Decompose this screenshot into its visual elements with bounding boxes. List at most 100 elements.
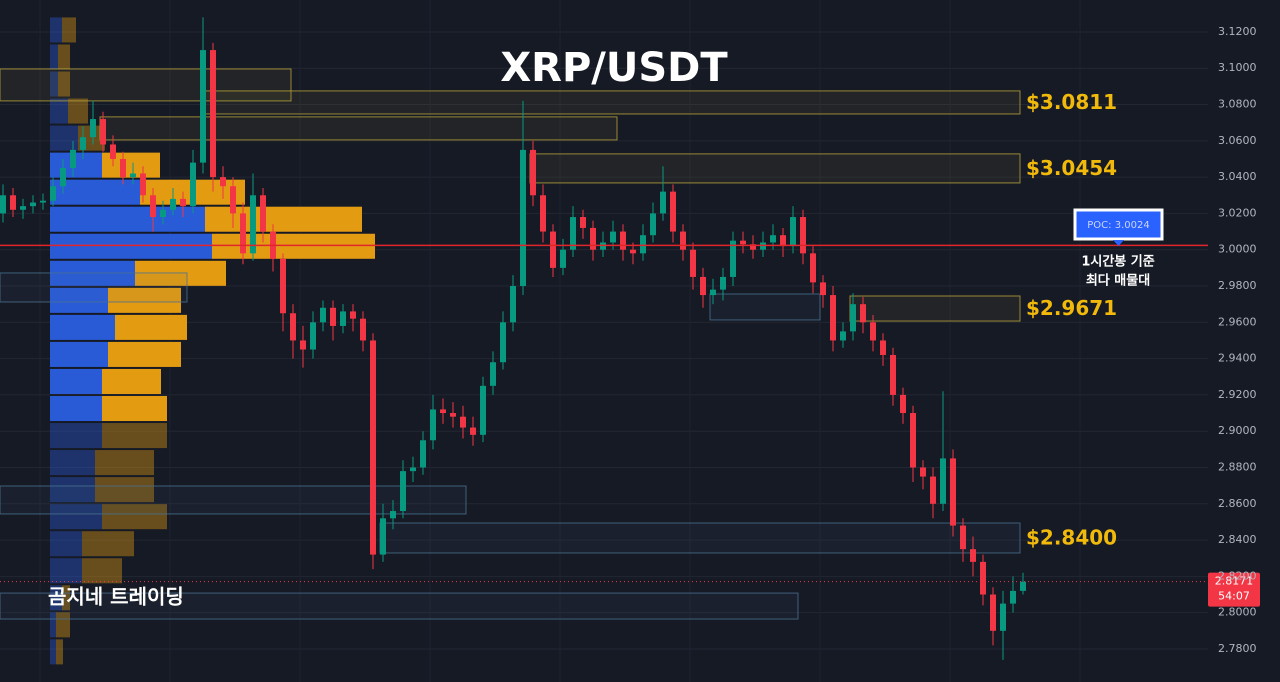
candle-body [400,471,406,512]
candle-body [700,276,706,296]
candle-body [290,313,296,341]
profile-buy-bar [50,504,102,530]
candle-body [60,168,66,187]
candle-body [730,240,736,277]
candle-body [580,217,586,228]
candle-body [910,413,916,468]
profile-sell-bar [95,450,154,476]
zone [379,522,1021,554]
candle-body [560,249,566,268]
candle-body [40,200,46,203]
y-tick-label: 3.0000 [1218,243,1257,256]
profile-sell-bar [102,395,167,422]
candle-body [180,198,186,207]
profile-sell-bar [58,71,70,97]
candle-body [460,416,466,428]
candle-body [140,173,146,196]
candle-body [900,394,906,414]
zone [849,295,1021,322]
candle-body [630,249,636,254]
y-tick-label: 3.0200 [1218,206,1257,219]
zone [99,116,618,141]
zone [204,90,1021,115]
candle-body [120,158,126,178]
candle-body [210,50,216,178]
candle-body [750,244,756,250]
candle-body [790,217,796,247]
profile-buy-bar [50,531,82,557]
profile-sell-bar [212,233,375,259]
profile-buy-bar [50,423,102,449]
profile-buy-bar [50,314,115,340]
y-tick-label: 2.9400 [1218,352,1257,365]
candle-body [1000,603,1006,631]
candle-body [100,119,106,145]
candle-body [190,162,196,207]
candle-body [550,231,556,268]
candle-body [1020,581,1026,591]
candle-body [230,186,236,214]
candle-body [800,217,806,254]
candle-body [330,307,336,326]
candle-body [1010,590,1016,604]
profile-buy-bar [50,639,56,665]
candle-body [830,295,836,341]
profile-sell-bar [115,314,187,340]
candle-body [170,198,176,210]
candle-body [80,137,86,150]
candle-body [320,307,326,323]
candle-body [0,195,6,214]
profile-sell-bar [58,44,70,70]
y-tick-label: 3.1000 [1218,61,1257,74]
watermark: 곰지네 트레이딩 [48,585,184,609]
candle-body [520,149,526,287]
candle-body [30,202,36,207]
profile-buy-bar [50,17,62,43]
candle-body [10,195,16,210]
profile-sell-bar [108,341,181,367]
profile-buy-bar [50,477,95,503]
profile-buy-bar [50,44,58,70]
candle-body [710,289,716,296]
candle-body [450,413,456,417]
y-tick-label: 2.9000 [1218,424,1257,437]
candle-body [810,253,816,283]
candle-body [570,217,576,250]
candle-body [240,213,246,254]
candle-body [440,409,446,414]
profile-buy-bar [50,287,108,313]
zone-label: $2.8400 [1026,525,1117,549]
candle-body [160,209,166,218]
zone-label: $3.0454 [1026,156,1117,180]
candle-body [770,235,776,243]
y-tick-label: 2.8400 [1218,533,1257,546]
profile-sell-bar [102,423,167,449]
poc-pointer [1113,240,1124,246]
candle-body [220,177,226,187]
candle-body [380,518,386,555]
candle-body [70,149,76,169]
last-price-tag [1208,572,1260,607]
candle-body [250,195,256,254]
candle-body [650,213,656,236]
countdown: 54:07 [1218,590,1250,603]
candle-body [720,276,726,290]
profile-sell-bar [108,287,181,313]
candle-body [590,227,596,250]
last-price-label: 2.8171 [1215,575,1254,588]
candle-body [920,467,926,477]
candle-body [280,258,286,314]
candle-body [660,191,666,214]
candle-body [940,458,946,504]
candle-body [110,144,116,159]
candle-body [880,340,886,355]
candle-body [530,149,536,196]
profile-sell-bar [68,98,88,124]
y-tick-label: 2.7800 [1218,642,1257,655]
poc-note: 최다 매물대 [1086,273,1150,289]
y-tick-label: 2.9800 [1218,279,1257,292]
candle-body [410,467,416,472]
candle-body [540,195,546,232]
